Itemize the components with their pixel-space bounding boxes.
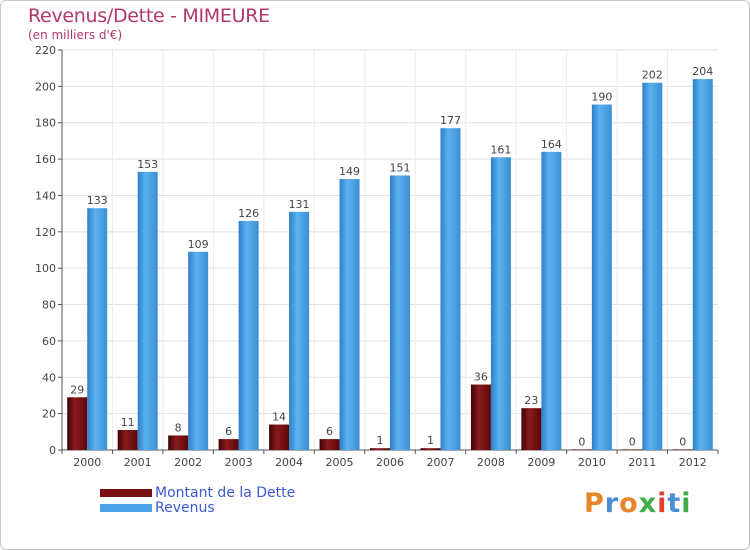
data-label-dette: 36	[474, 371, 488, 384]
y-tick-label: 220	[35, 44, 56, 57]
x-tick-label: 2002	[174, 456, 202, 469]
bar-revenus	[541, 151, 562, 450]
x-tick-label: 2012	[679, 456, 707, 469]
data-label-revenus: 153	[137, 158, 158, 171]
data-label-dette: 23	[524, 394, 538, 407]
data-label-dette: 0	[629, 435, 636, 448]
bar-dette	[117, 430, 138, 450]
x-tick-label: 2003	[225, 456, 253, 469]
data-label-revenus: 126	[238, 207, 259, 220]
y-tick-label: 40	[42, 371, 56, 384]
y-tick-label: 0	[49, 444, 56, 457]
x-tick-label: 2004	[275, 456, 303, 469]
y-tick-label: 160	[35, 153, 56, 166]
data-label-revenus: 204	[692, 65, 713, 78]
bar-revenus	[188, 251, 209, 450]
chart-subtitle: (en milliers d'€)	[28, 28, 123, 42]
data-label-dette: 1	[377, 434, 384, 447]
bar-revenus	[339, 179, 360, 450]
y-tick-label: 120	[35, 226, 56, 239]
bar-revenus	[490, 157, 511, 451]
data-label-dette: 11	[121, 416, 135, 429]
logo-letter: i	[657, 488, 668, 519]
data-label-revenus: 133	[87, 194, 108, 207]
logo-letter: t	[667, 488, 682, 519]
bar-dette	[168, 435, 189, 450]
bar-dette	[470, 384, 491, 450]
x-tick-label: 2006	[376, 456, 404, 469]
bar-dette	[571, 449, 592, 450]
y-tick-label: 80	[42, 299, 56, 312]
data-label-dette: 14	[272, 411, 286, 424]
bar-dette	[672, 449, 693, 450]
data-label-dette: 6	[225, 425, 232, 438]
data-label-revenus: 177	[440, 114, 461, 127]
y-tick-label: 200	[35, 80, 56, 93]
x-tick-label: 2009	[527, 456, 555, 469]
bar-revenus	[238, 220, 259, 450]
legend-label-dette: Montant de la Dette	[155, 485, 296, 501]
bar-revenus	[692, 79, 713, 450]
y-tick-label: 140	[35, 189, 56, 202]
logo-letter: o	[619, 488, 639, 519]
data-label-revenus: 131	[289, 198, 310, 211]
data-label-revenus: 161	[490, 143, 511, 156]
logo-letter: x	[638, 488, 658, 519]
data-label-revenus: 149	[339, 165, 360, 178]
logo-letter: r	[604, 488, 620, 519]
bar-dette	[420, 448, 441, 450]
x-tick-label: 2000	[73, 456, 101, 469]
bar-revenus	[591, 104, 612, 450]
logo-letter: P	[584, 488, 605, 519]
bar-dette	[269, 424, 290, 450]
data-label-revenus: 190	[591, 91, 612, 104]
bar-dette	[218, 439, 239, 450]
y-tick-label: 20	[42, 408, 56, 421]
y-tick-label: 180	[35, 117, 56, 130]
data-label-dette: 1	[427, 434, 434, 447]
data-label-dette: 8	[175, 421, 182, 434]
bar-revenus	[137, 171, 158, 450]
bar-revenus	[87, 208, 108, 450]
bar-dette	[521, 408, 542, 450]
x-tick-label: 2011	[628, 456, 656, 469]
legend-swatch-dette	[100, 489, 152, 497]
bar-revenus	[440, 128, 461, 450]
bar-dette	[319, 439, 340, 450]
bar-revenus	[289, 211, 310, 450]
bar-dette	[67, 397, 88, 450]
logo-letter: i	[681, 488, 692, 519]
chart-title: Revenus/Dette - MIMEURE	[28, 5, 270, 27]
x-tick-label: 2008	[477, 456, 505, 469]
data-label-dette: 0	[679, 435, 686, 448]
data-label-revenus: 164	[541, 138, 562, 151]
x-tick-label: 2010	[578, 456, 606, 469]
data-label-dette: 0	[578, 435, 585, 448]
legend-swatch-revenus	[100, 504, 152, 512]
y-tick-label: 60	[42, 335, 56, 348]
x-tick-label: 2001	[124, 456, 152, 469]
bars	[67, 79, 713, 451]
data-label-revenus: 151	[390, 161, 411, 174]
bar-revenus	[390, 175, 410, 451]
bar-revenus	[642, 82, 663, 451]
data-label-revenus: 202	[642, 69, 663, 82]
y-tick-label: 100	[35, 262, 56, 275]
x-tick-label: 2005	[326, 456, 354, 469]
x-tick-label: 2007	[426, 456, 454, 469]
proxiti-logo: Proxiti	[584, 488, 692, 519]
data-label-dette: 6	[326, 425, 333, 438]
legend-label-revenus: Revenus	[155, 500, 215, 516]
bar-dette	[370, 448, 390, 450]
data-label-revenus: 109	[188, 238, 209, 251]
data-label-dette: 29	[70, 383, 84, 396]
bar-dette	[622, 449, 643, 450]
